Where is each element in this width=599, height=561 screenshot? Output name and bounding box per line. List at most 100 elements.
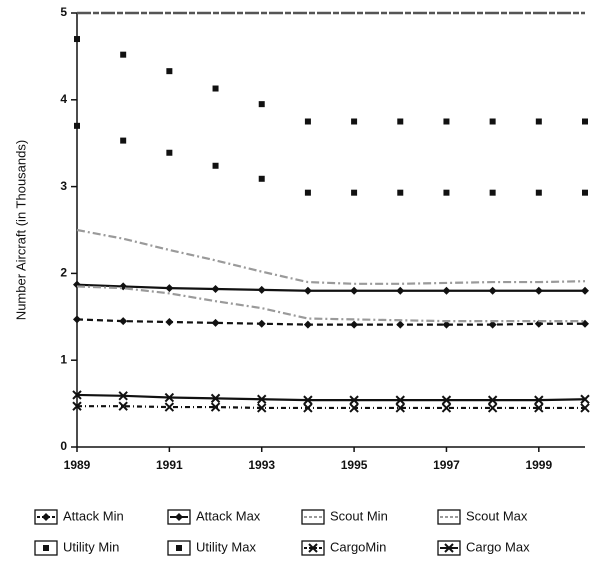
marker — [257, 319, 266, 328]
marker — [488, 286, 497, 295]
marker — [118, 401, 128, 411]
marker — [42, 513, 50, 521]
marker — [74, 36, 80, 43]
marker — [119, 317, 128, 326]
marker — [257, 285, 266, 294]
marker — [164, 392, 175, 403]
marker — [581, 286, 589, 295]
x-tick-label: 1997 — [433, 458, 460, 472]
y-tick-label: 4 — [60, 92, 67, 106]
marker — [258, 175, 265, 182]
marker — [308, 543, 318, 553]
y-tick-label: 0 — [60, 439, 67, 453]
marker — [212, 162, 219, 169]
x-tick-label: 1995 — [341, 458, 368, 472]
legend-label: Attack Min — [63, 508, 124, 523]
marker — [72, 390, 82, 400]
marker — [166, 149, 173, 156]
marker — [210, 402, 221, 412]
marker — [397, 189, 404, 196]
marker — [73, 315, 81, 324]
marker — [257, 403, 267, 413]
marker — [534, 286, 543, 295]
series-line — [76, 283, 585, 292]
legend-label: Scout Min — [330, 508, 388, 523]
legend-label: Scout Max — [466, 508, 528, 523]
marker — [165, 318, 174, 327]
x-tick-label: 1993 — [248, 458, 275, 472]
marker — [444, 543, 454, 553]
legend-label: Utility Min — [63, 539, 119, 554]
marker — [582, 118, 588, 125]
y-tick-label: 5 — [60, 5, 67, 19]
marker — [580, 394, 590, 404]
marker — [303, 286, 312, 295]
marker — [535, 189, 542, 196]
marker — [257, 394, 267, 404]
y-tick-label: 2 — [60, 266, 67, 280]
marker — [580, 403, 590, 413]
marker — [166, 68, 173, 75]
marker — [397, 118, 404, 125]
marker — [535, 118, 542, 125]
legend-swatch — [34, 540, 58, 556]
marker — [350, 286, 359, 295]
series-line — [76, 285, 585, 323]
marker — [487, 395, 498, 405]
legend-swatch — [167, 540, 191, 556]
legend-swatch — [167, 509, 191, 525]
marker — [74, 122, 80, 129]
marker — [396, 320, 405, 329]
marker — [351, 118, 358, 125]
marker — [582, 189, 588, 196]
x-tick-label: 1991 — [156, 458, 183, 472]
marker — [488, 320, 497, 329]
legend-label: CargoMin — [330, 539, 386, 554]
marker — [442, 286, 451, 295]
legend-swatch — [437, 509, 461, 525]
legend-label: Attack Max — [196, 508, 261, 523]
marker — [442, 320, 451, 329]
legend-swatch — [34, 509, 58, 525]
marker — [303, 395, 313, 405]
legend-swatch — [301, 509, 325, 525]
series-line — [77, 405, 585, 410]
legend-label: Cargo Max — [466, 539, 530, 554]
legend-swatch — [301, 540, 325, 556]
marker — [303, 403, 313, 413]
marker — [441, 403, 452, 413]
marker — [72, 401, 82, 411]
marker — [164, 402, 175, 412]
legend-swatch — [437, 540, 461, 556]
marker — [349, 403, 359, 413]
marker — [176, 545, 182, 551]
marker — [396, 286, 405, 295]
marker — [489, 118, 496, 125]
marker — [349, 395, 359, 405]
marker — [120, 137, 127, 144]
marker — [211, 318, 220, 327]
series-line — [76, 393, 586, 402]
y-axis-label: Number Aircraft (in Thousands) — [13, 140, 28, 320]
marker — [175, 513, 183, 521]
marker — [443, 189, 450, 196]
y-tick-label: 1 — [60, 352, 67, 366]
marker — [395, 403, 405, 413]
marker — [351, 189, 358, 196]
marker — [534, 395, 544, 405]
marker — [441, 395, 452, 405]
marker — [443, 118, 450, 125]
series-line — [76, 318, 585, 326]
marker — [489, 189, 496, 196]
marker — [395, 395, 405, 405]
legend-label: Utility Max — [196, 539, 256, 554]
marker — [210, 393, 221, 404]
marker — [487, 403, 498, 413]
marker — [211, 285, 220, 294]
marker — [350, 320, 359, 329]
marker — [303, 320, 312, 329]
x-tick-label: 1999 — [525, 458, 552, 472]
y-tick-label: 3 — [60, 179, 67, 193]
marker — [212, 85, 219, 92]
